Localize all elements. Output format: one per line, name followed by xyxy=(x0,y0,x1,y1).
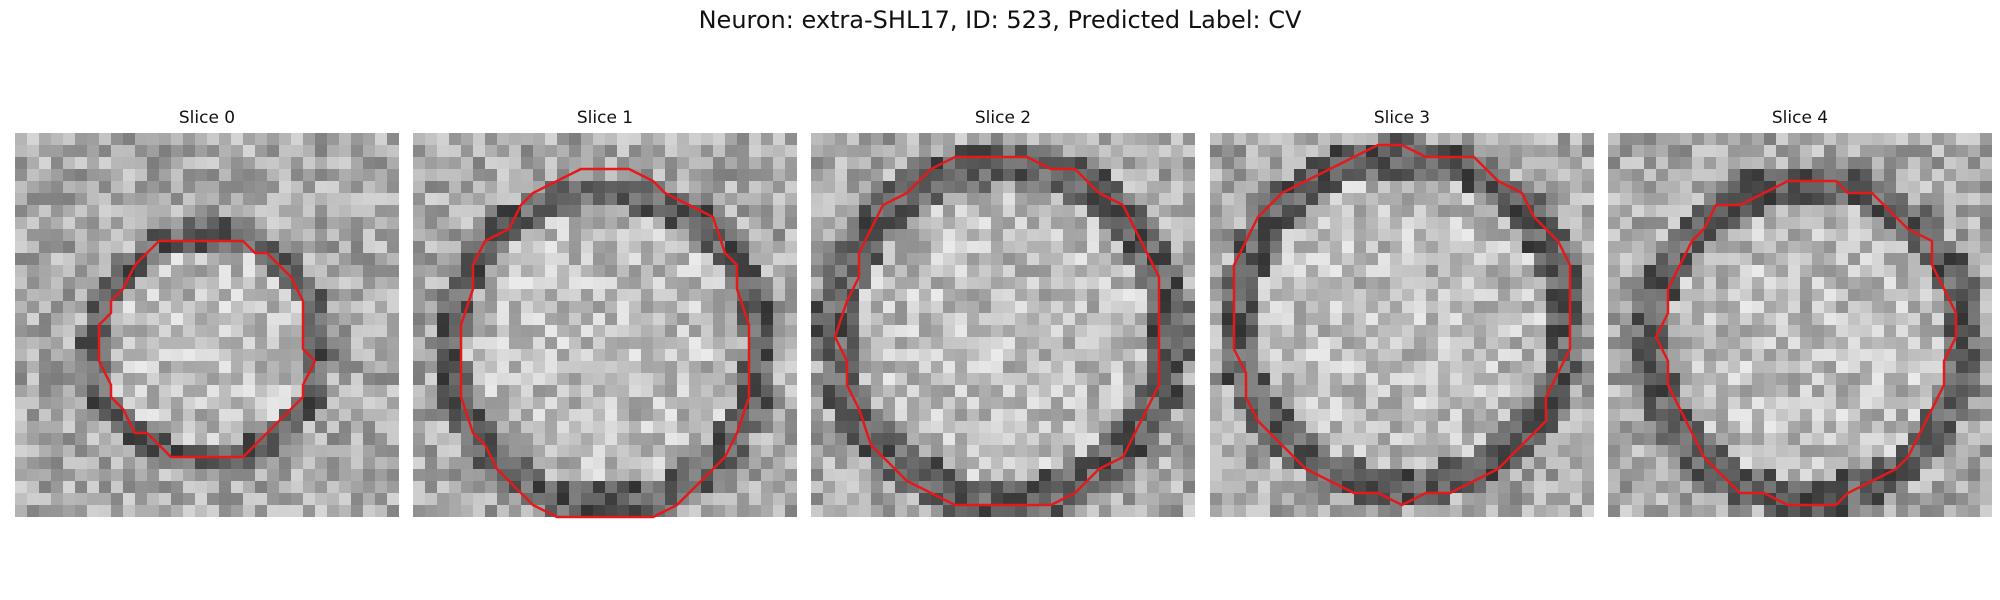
slice-image xyxy=(413,133,797,519)
figure-title: Neuron: extra-SHL17, ID: 523, Predicted … xyxy=(698,6,1302,34)
grayscale-image xyxy=(811,133,1195,517)
segmentation-contour xyxy=(1654,179,1958,507)
segmentation-contour xyxy=(833,155,1161,507)
slice-title: Slice 3 xyxy=(1373,108,1431,128)
segmentation-contour xyxy=(97,239,317,459)
slice-image xyxy=(811,133,1195,517)
slice-title: Slice 2 xyxy=(974,108,1032,128)
slice-title: Slice 1 xyxy=(576,108,634,128)
grayscale-image xyxy=(1210,133,1594,517)
segmentation-contour xyxy=(1232,143,1572,507)
grayscale-image xyxy=(413,133,797,517)
grayscale-image xyxy=(1608,133,1992,517)
slice-image xyxy=(1210,133,1594,517)
slice-title: Slice 4 xyxy=(1771,108,1829,128)
segmentation-contour xyxy=(459,167,751,519)
slice-title: Slice 0 xyxy=(178,108,236,128)
grayscale-image xyxy=(15,133,399,517)
slice-image xyxy=(15,133,399,517)
slice-image xyxy=(1608,133,1992,517)
